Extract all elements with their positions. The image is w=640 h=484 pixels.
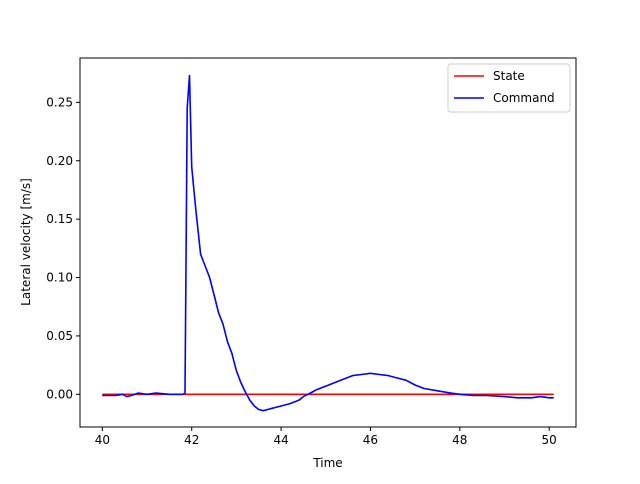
legend-label-command: Command: [493, 91, 555, 105]
y-tick-label: 0.20: [46, 154, 73, 168]
y-axis: 0.00 0.05 0.10 0.15 0.20 0.25: [46, 95, 80, 401]
x-tick-label: 50: [542, 433, 557, 447]
y-tick-label: 0.10: [46, 271, 73, 285]
y-tick-label: 0.05: [46, 329, 73, 343]
x-tick-label: 46: [363, 433, 378, 447]
x-tick-label: 44: [273, 433, 288, 447]
x-tick-label: 48: [452, 433, 467, 447]
y-tick-label: 0.00: [46, 387, 73, 401]
plot-frame: [79, 57, 577, 428]
y-axis-label: Lateral velocity [m/s]: [19, 178, 33, 306]
x-axis-label: Time: [312, 456, 342, 470]
series-layer: [102, 74, 554, 412]
x-tick-label: 42: [184, 433, 199, 447]
legend-label-state: State: [493, 69, 525, 83]
legend: State Command: [447, 63, 571, 113]
series-line-command: [102, 74, 554, 412]
x-tick-label: 40: [95, 433, 110, 447]
x-axis: 40 42 44 46 48 50: [95, 427, 557, 447]
y-tick-label: 0.25: [46, 95, 73, 109]
plot-area: [80, 58, 576, 427]
y-tick-label: 0.15: [46, 212, 73, 226]
